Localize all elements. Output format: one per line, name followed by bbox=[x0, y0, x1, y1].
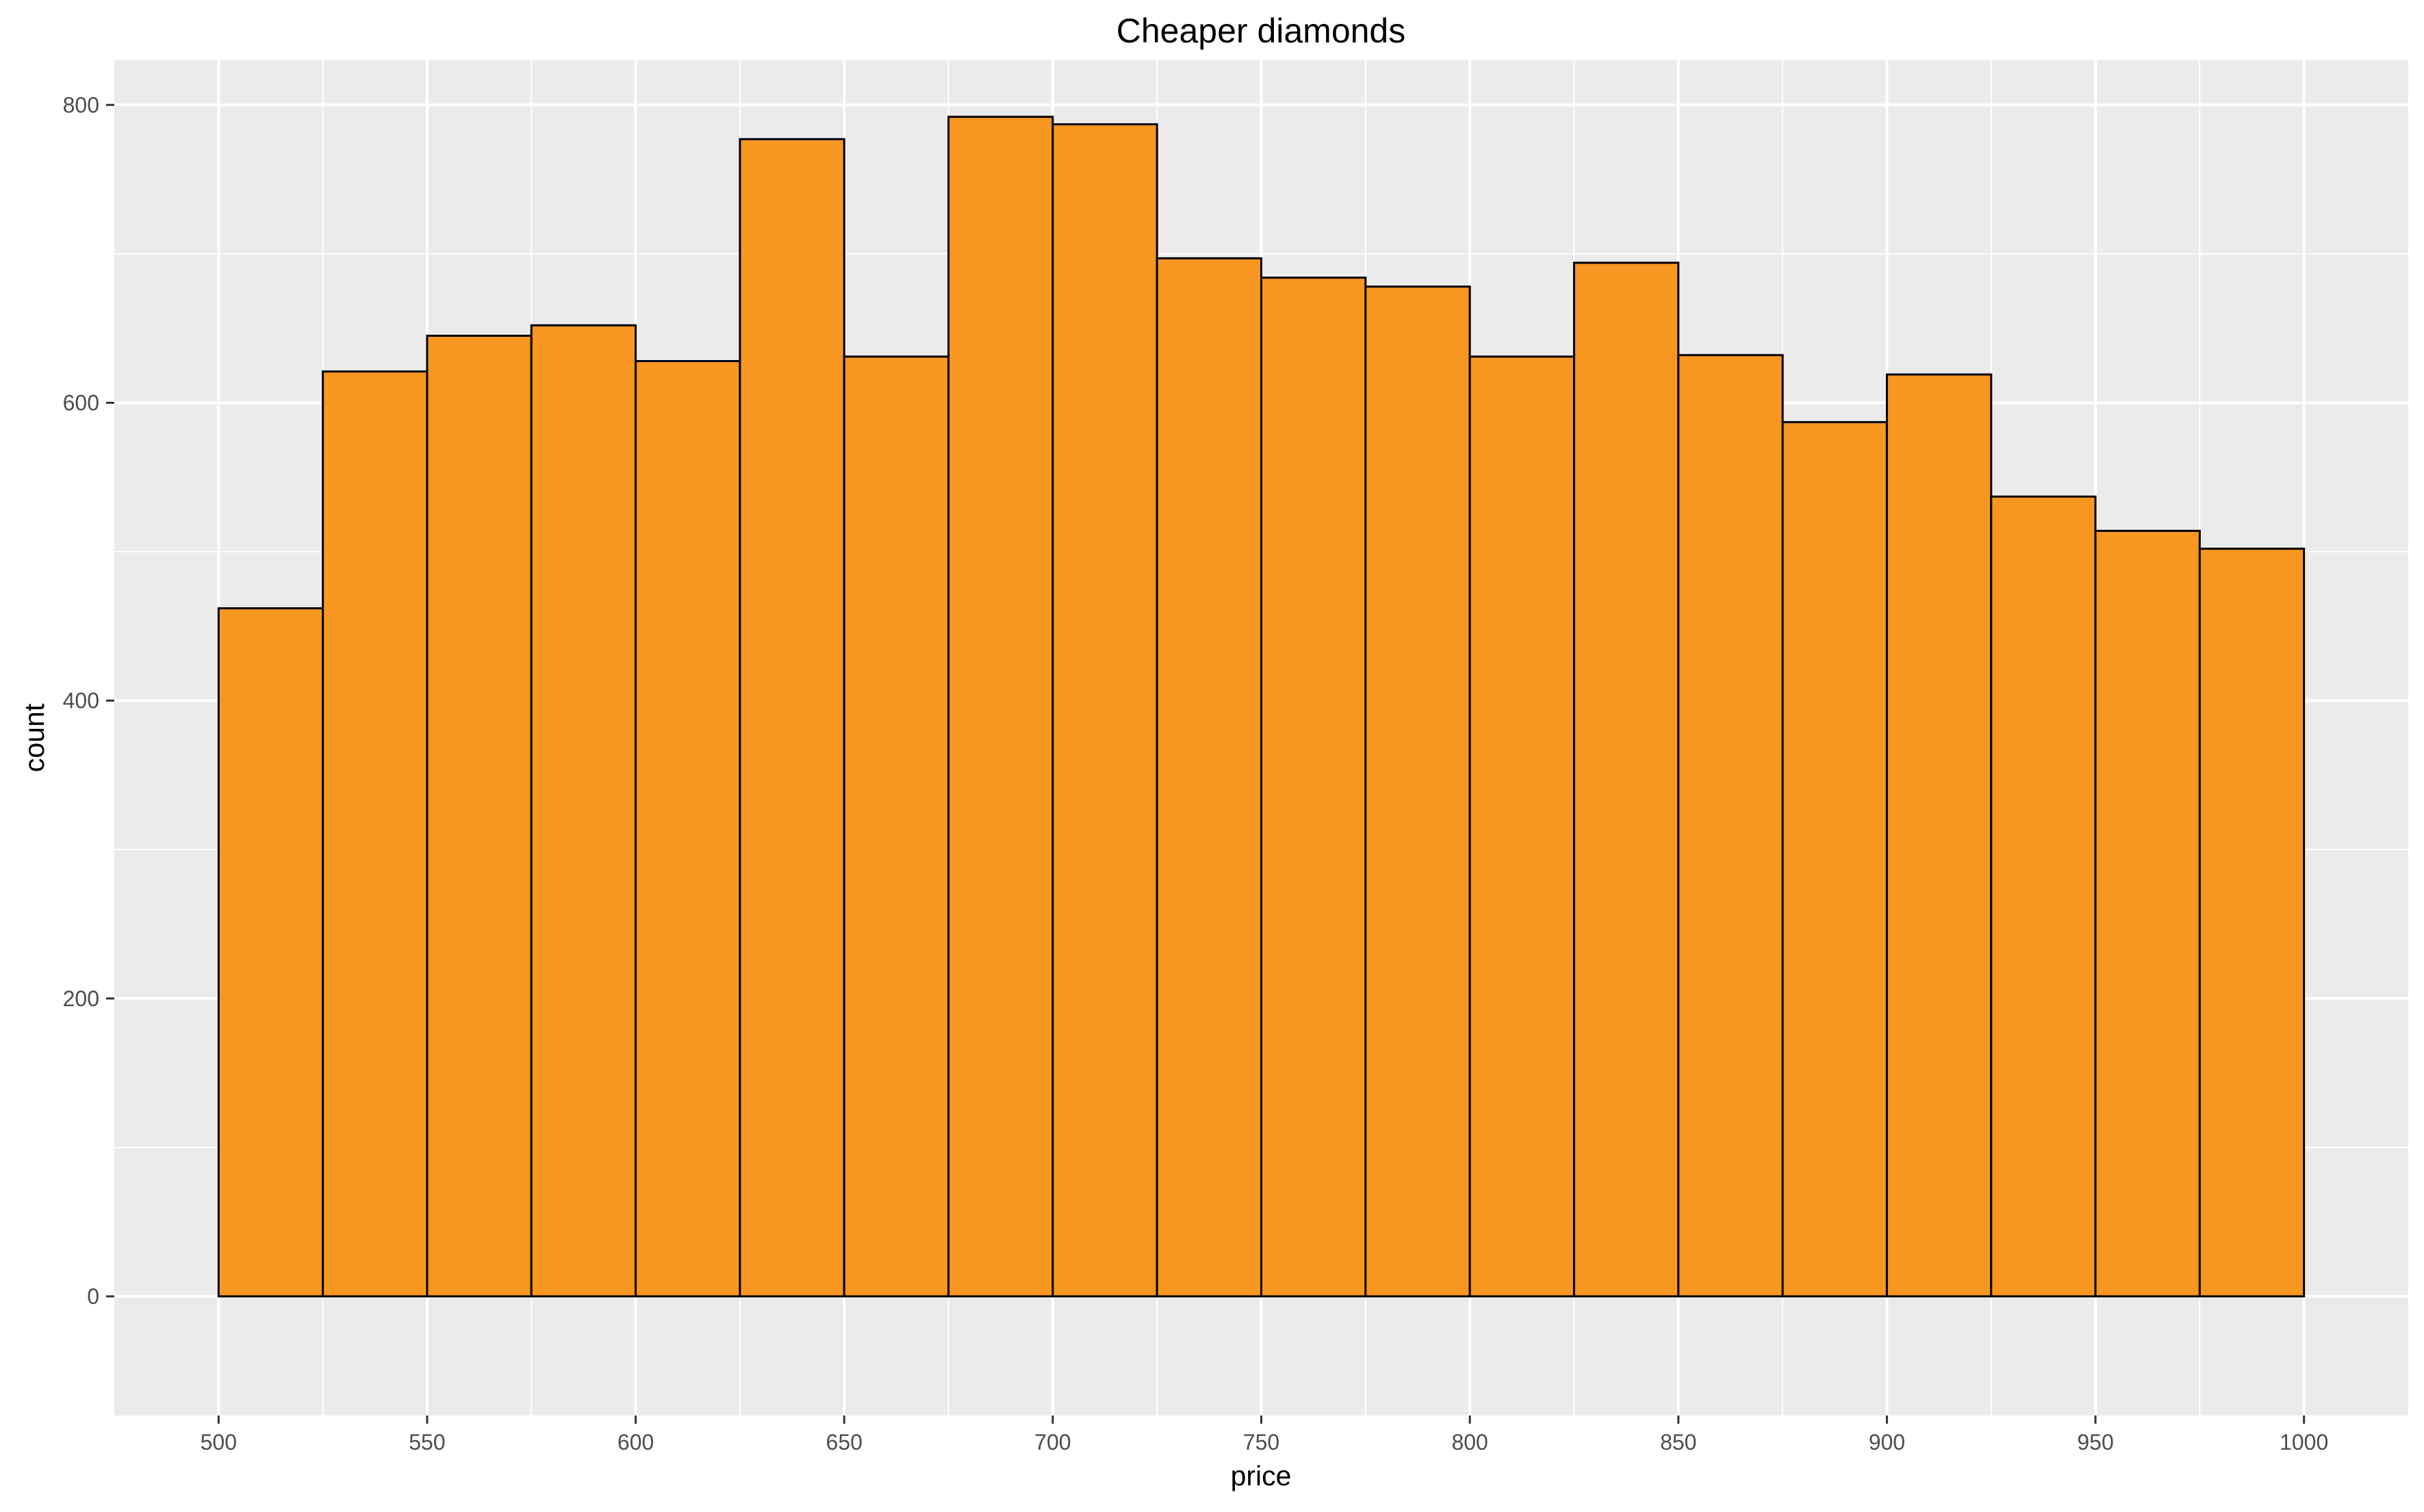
histogram-bar bbox=[1572, 261, 1680, 1298]
y-tick-label: 800 bbox=[63, 92, 99, 117]
histogram-bar bbox=[1781, 421, 1888, 1298]
histogram-bar bbox=[322, 370, 429, 1298]
chart-title: Cheaper diamonds bbox=[1117, 12, 1406, 50]
histogram-bar bbox=[843, 355, 950, 1298]
y-axis: 0 200 400 600 800 bbox=[63, 92, 114, 1309]
histogram-bar bbox=[1156, 257, 1262, 1298]
x-tick-label: 850 bbox=[1660, 1430, 1696, 1455]
histogram-bar bbox=[947, 116, 1054, 1298]
x-tick-label: 1000 bbox=[2280, 1430, 2328, 1455]
histogram-bar bbox=[1677, 354, 1784, 1298]
histogram-bar bbox=[1468, 355, 1575, 1298]
x-tick-label: 800 bbox=[1451, 1430, 1488, 1455]
histogram-bar bbox=[635, 360, 741, 1298]
x-tick-label: 900 bbox=[1869, 1430, 1905, 1455]
y-tick-label: 0 bbox=[87, 1284, 99, 1309]
y-axis-title: count bbox=[18, 703, 50, 772]
y-tick-label: 200 bbox=[63, 986, 99, 1011]
histogram-bar bbox=[2198, 548, 2306, 1298]
histogram-bar bbox=[426, 335, 533, 1298]
histogram-bar bbox=[2094, 530, 2201, 1298]
histogram-bars bbox=[217, 116, 2306, 1298]
x-tick-label: 950 bbox=[2077, 1430, 2113, 1455]
x-tick-label: 750 bbox=[1243, 1430, 1279, 1455]
x-tick-label: 550 bbox=[409, 1430, 445, 1455]
x-tick-label: 700 bbox=[1034, 1430, 1071, 1455]
x-axis: 500 550 600 650 700 750 800 850 900 950 1000 bbox=[201, 1415, 2328, 1455]
histogram-bar bbox=[1885, 373, 1993, 1298]
histogram-bar bbox=[739, 138, 845, 1298]
x-axis-title: price bbox=[1231, 1460, 1292, 1491]
histogram-bar bbox=[1260, 277, 1367, 1298]
x-tick-label: 650 bbox=[826, 1430, 863, 1455]
histogram-bar bbox=[217, 607, 324, 1298]
y-tick-label: 400 bbox=[63, 689, 99, 713]
histogram-bar bbox=[1364, 285, 1471, 1298]
histogram-bar bbox=[1990, 496, 2097, 1298]
x-tick-label: 600 bbox=[617, 1430, 654, 1455]
histogram-bar bbox=[1051, 123, 1158, 1298]
histogram-bar bbox=[530, 324, 637, 1298]
x-tick-label: 500 bbox=[201, 1430, 237, 1455]
y-tick-label: 600 bbox=[63, 390, 99, 415]
